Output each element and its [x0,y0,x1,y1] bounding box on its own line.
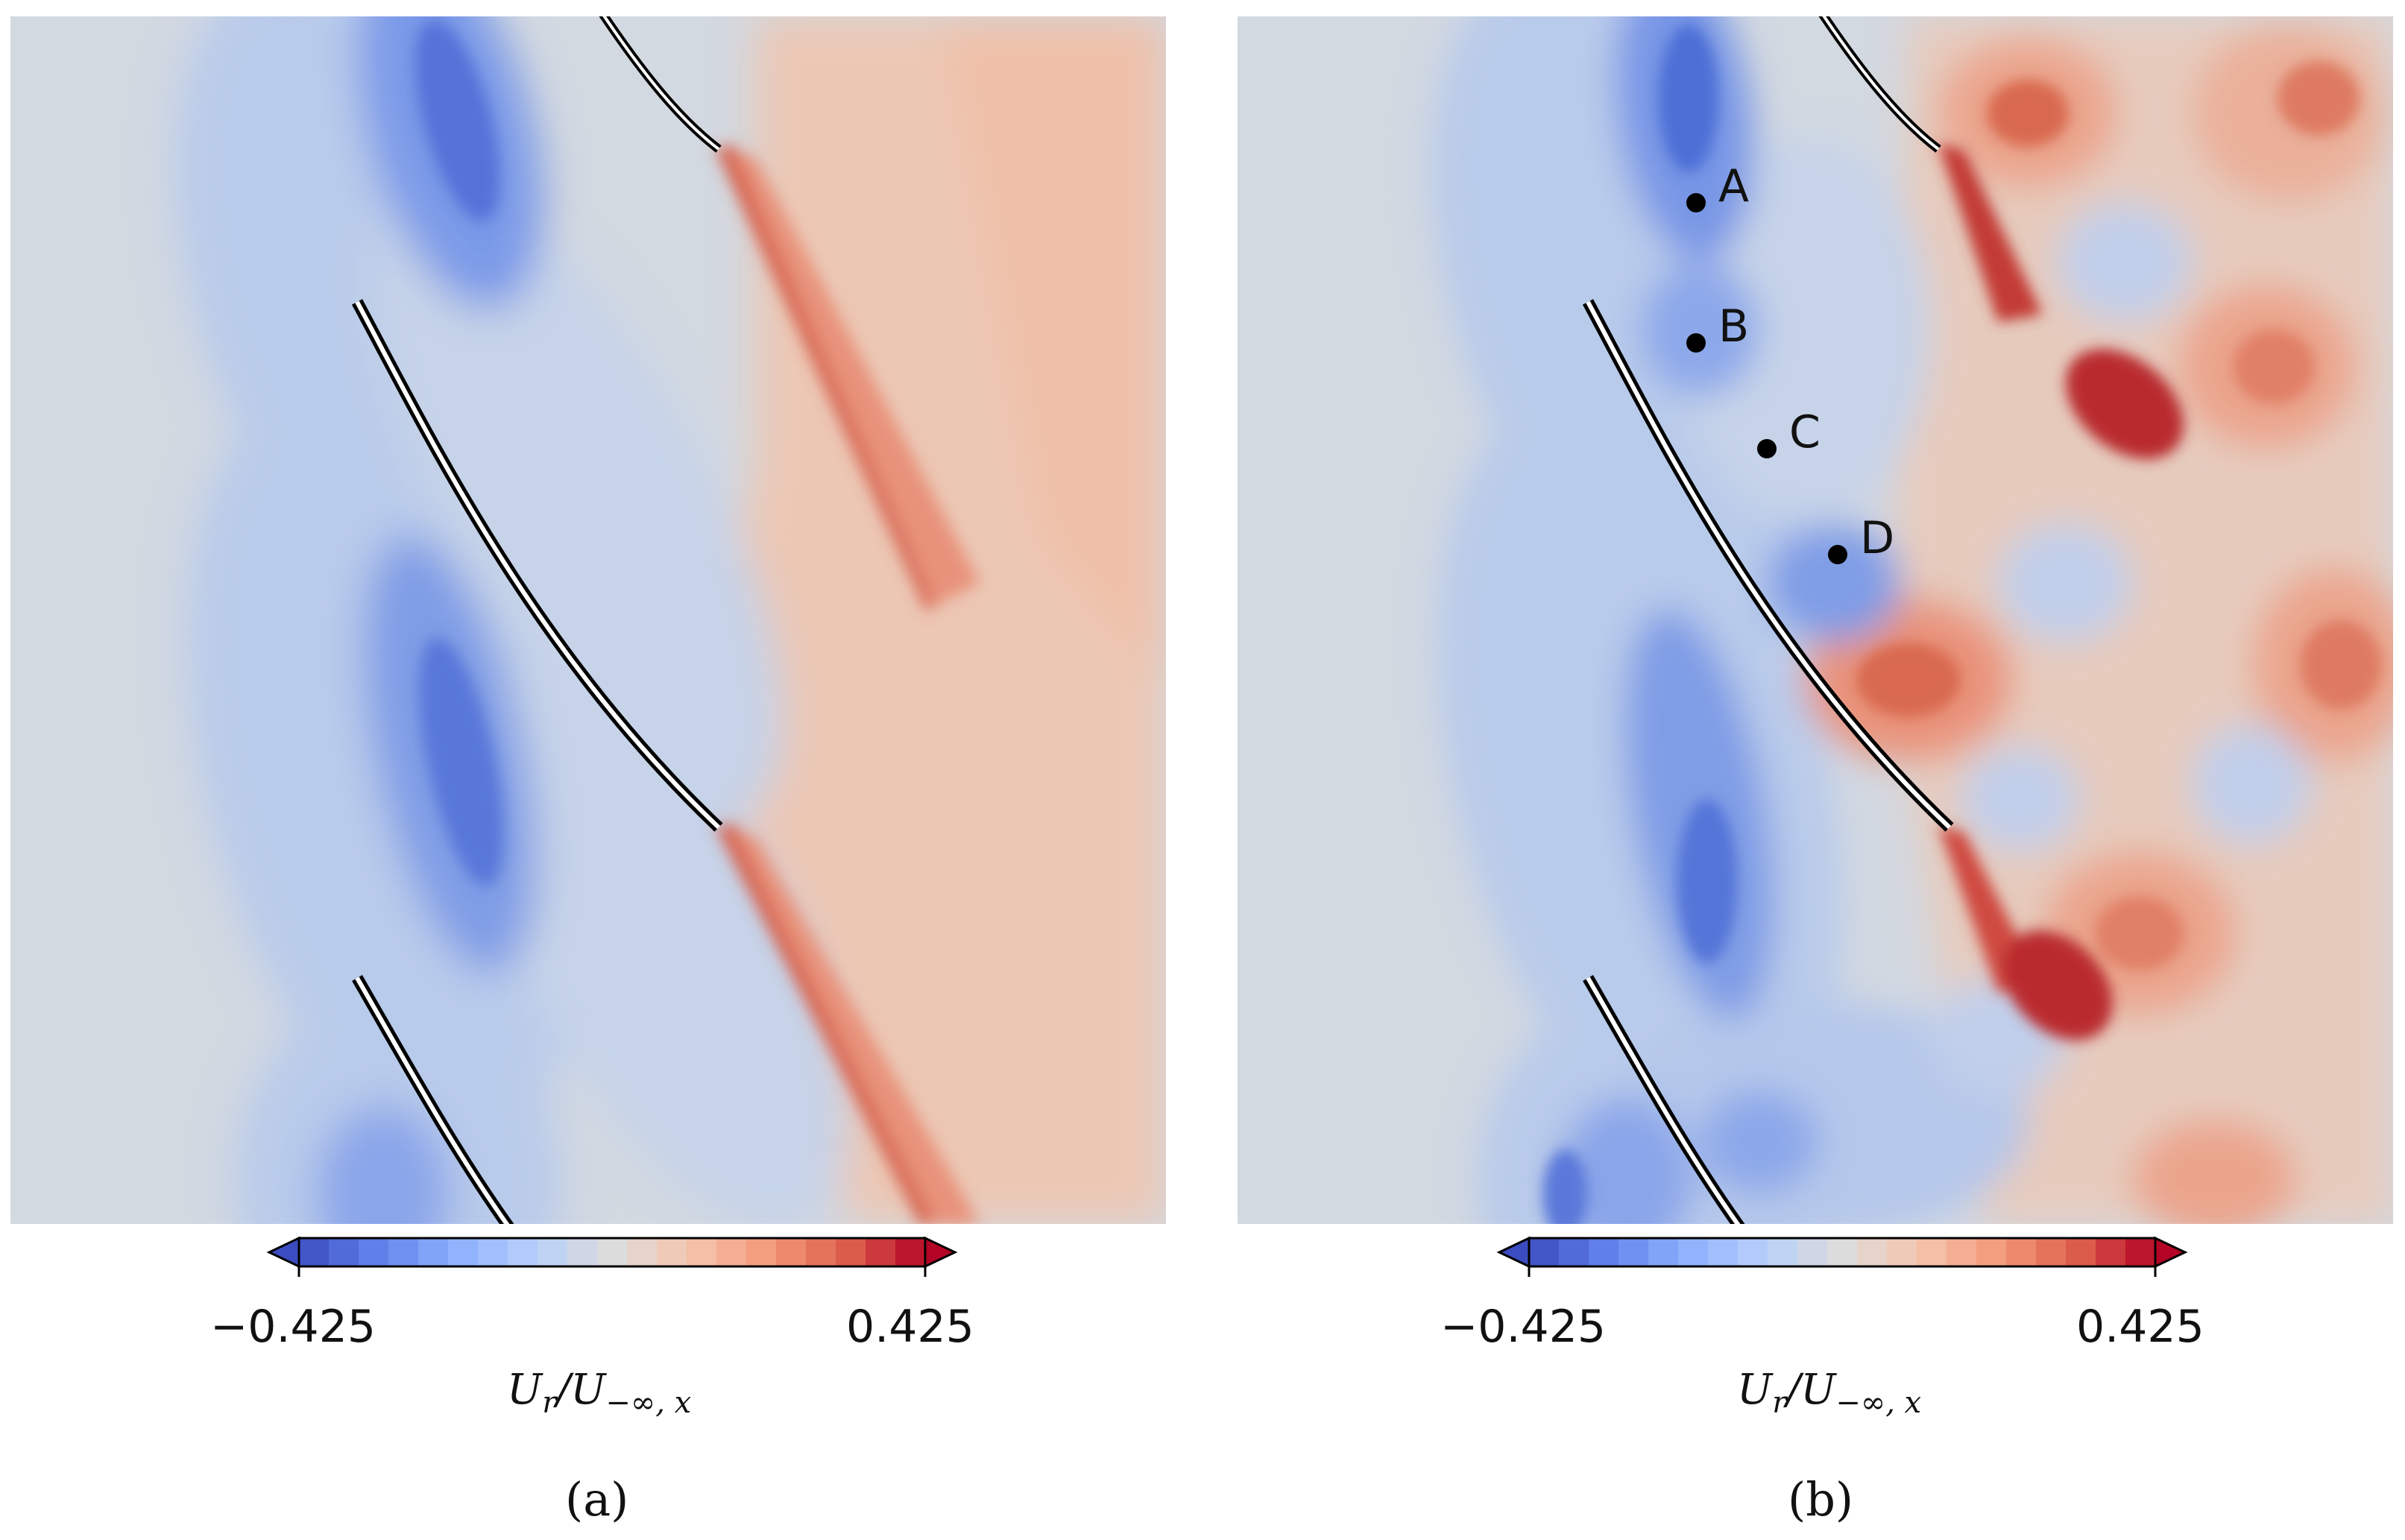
colorbar-a-min-label: −0.425 [210,1301,376,1353]
colorbar-a-bin [806,1238,836,1266]
colorbar-b-max-label: 0.425 [2076,1301,2204,1353]
colorbar-a-max-label: 0.425 [846,1301,974,1353]
colorbar-b-bin [1648,1238,1679,1266]
colorbar-b-bin [1738,1238,1768,1266]
panel-a: −0.425 0.425 Ur/U−∞, x (a) [0,0,1193,1540]
colorbar-a-bin [418,1238,449,1266]
colorbar-a-bin [895,1238,926,1266]
colorbar-a-under-arrow [266,1236,300,1269]
colorbar-a-bin [388,1238,419,1266]
colorbar-b-under-arrow [1496,1236,1531,1269]
colorbar-b-bin [1976,1238,2007,1266]
colorbar-b-bin [1768,1238,1798,1266]
panel-b: A B C D −0.425 0.425 Ur/U−∞, x (b) [1230,0,2405,1540]
colorbar-a-bin [776,1238,807,1266]
colorbar-b-bin [1589,1238,1619,1266]
colorbar-b-bin [1797,1238,1828,1266]
colorbar-b [1496,1236,2188,1277]
colorbar-b-min-label: −0.425 [1440,1301,1607,1353]
colorbar-b-bin [1529,1238,1560,1266]
colorbar-a-bin [627,1238,658,1266]
caption-a: (a) [565,1472,629,1527]
colorbar-a-bin [567,1238,598,1266]
velocity-field-a [10,16,1166,1224]
colorbar-b-bin [2066,1238,2096,1266]
colorbar-b-over-arrow [2154,1236,2188,1269]
colorbar-a-bin [359,1238,389,1266]
colorbar-b-bin [1917,1238,1947,1266]
colorbar-a-bin [687,1238,717,1266]
colorbar-b-bin [2036,1238,2067,1266]
colorbar-b-bin [1827,1238,1858,1266]
colorbar-a-bin [538,1238,568,1266]
colorbar-b-bin [1947,1238,1977,1266]
colorbar-a [266,1236,958,1277]
colorbar-a-bin [508,1238,538,1266]
colorbar-a-bin [299,1238,330,1266]
colorbar-b-bin [2006,1238,2037,1266]
colorbar-b-bin [1708,1238,1739,1266]
colorbar-b-bin [1559,1238,1589,1266]
probe-label-d: D [1860,512,1894,564]
colorbar-a-frame [297,1237,927,1268]
velocity-field-b: A B C D [1238,16,2393,1224]
caption-b: (b) [1788,1472,1854,1527]
probe-point-a: A [1686,160,1749,212]
probe-point-c: C [1757,406,1821,458]
colorbar-b-bins [1496,1236,2188,1269]
probe-label-b: B [1718,300,1749,353]
colorbar-a-bin [746,1238,777,1266]
colorbar-a-label: Ur/U−∞, x [507,1366,692,1421]
colorbar-b-bin [1887,1238,1917,1266]
colorbar-b-frame [1528,1237,2157,1268]
colorbar-a-bin [478,1238,508,1266]
colorbar-a-over-arrow [924,1236,958,1269]
colorbar-a-bin [716,1238,747,1266]
probe-label-c: C [1789,406,1821,458]
probe-label-a: A [1718,160,1749,212]
colorbar-b-label: Ur/U−∞, x [1737,1366,1922,1421]
colorbar-b-bin [1618,1238,1649,1266]
colorbar-a-bins [266,1236,958,1269]
colorbar-a-bin [657,1238,687,1266]
colorbar-a-bin [836,1238,866,1266]
probe-point-b: B [1686,300,1749,353]
colorbar-a-bin [597,1238,628,1266]
colorbar-a-bin [329,1238,359,1266]
colorbar-b-bin [2096,1238,2126,1266]
colorbar-a-bin [448,1238,479,1266]
colorbar-b-bin [2125,1238,2156,1266]
colorbar-b-bin [1857,1238,1888,1266]
colorbar-b-bin [1678,1238,1709,1266]
colorbar-a-bin [866,1238,896,1266]
probe-point-d: D [1828,512,1894,564]
